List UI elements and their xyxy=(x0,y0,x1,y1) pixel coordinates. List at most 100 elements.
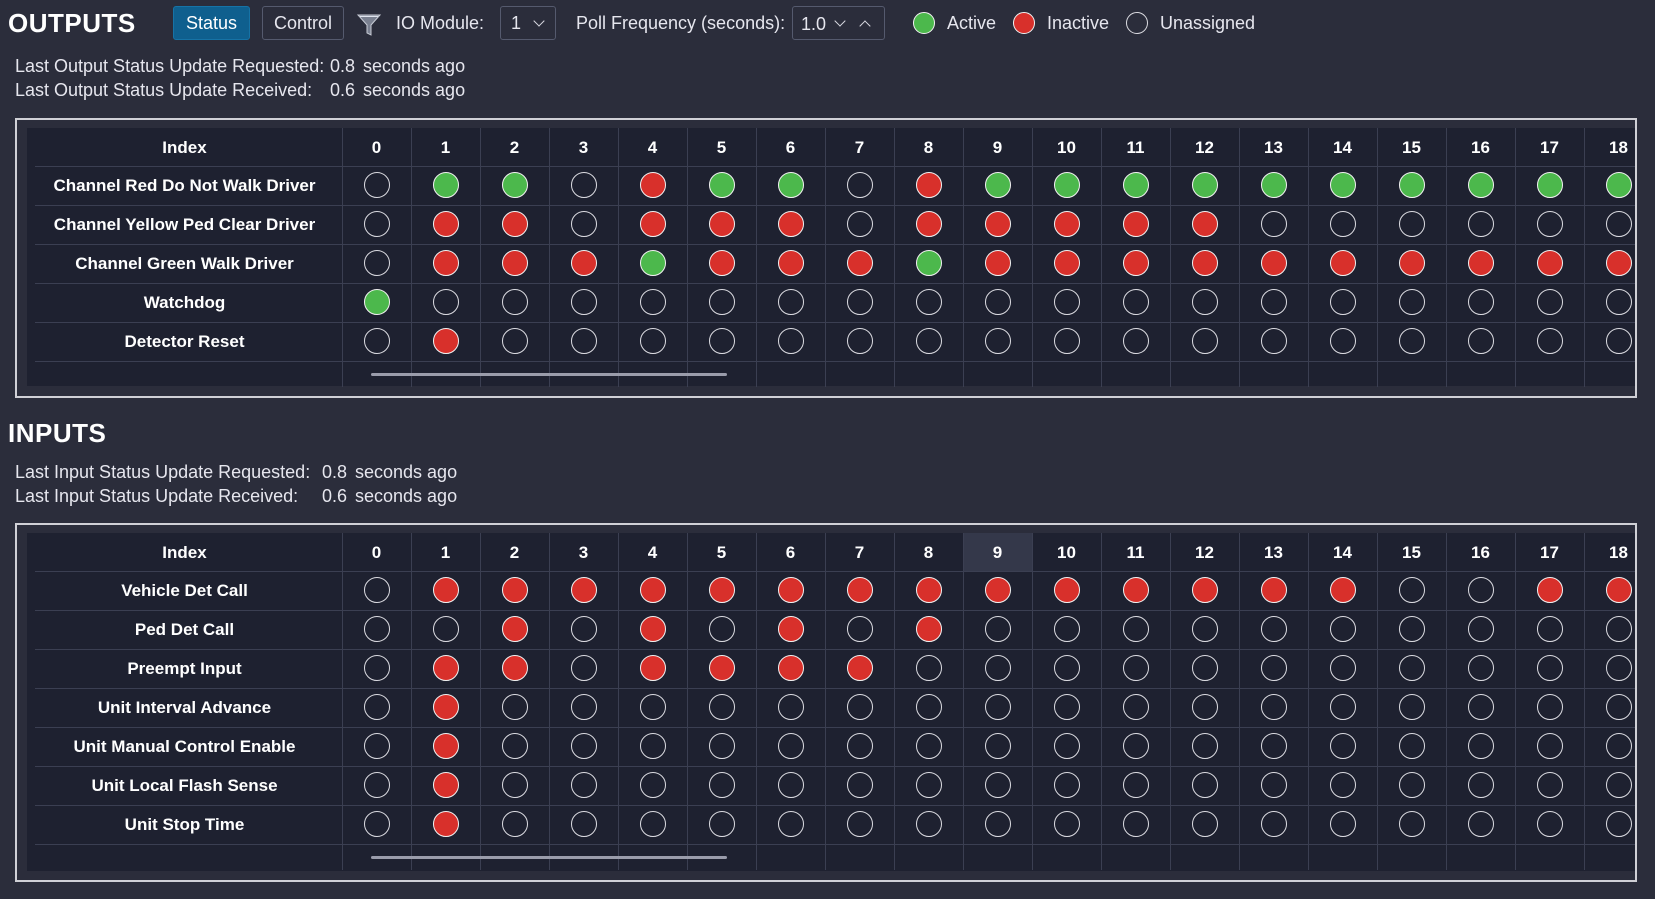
unassigned-indicator[interactable] xyxy=(846,211,873,237)
unassigned-indicator[interactable] xyxy=(1122,772,1149,798)
poll-frequency-spinner[interactable]: 1.0 xyxy=(792,6,885,40)
inactive-indicator[interactable] xyxy=(432,733,459,759)
inactive-indicator[interactable] xyxy=(1191,577,1218,603)
unassigned-indicator[interactable] xyxy=(846,616,873,642)
inactive-indicator[interactable] xyxy=(1398,250,1425,276)
io-module-select[interactable]: 1 xyxy=(500,6,556,40)
unassigned-indicator[interactable] xyxy=(777,772,804,798)
unassigned-indicator[interactable] xyxy=(363,655,390,681)
unassigned-indicator[interactable] xyxy=(846,328,873,354)
inactive-indicator[interactable] xyxy=(432,811,459,837)
unassigned-indicator[interactable] xyxy=(984,772,1011,798)
unassigned-indicator[interactable] xyxy=(708,694,735,720)
unassigned-indicator[interactable] xyxy=(1398,577,1425,603)
inactive-indicator[interactable] xyxy=(777,211,804,237)
unassigned-indicator[interactable] xyxy=(1260,811,1287,837)
unassigned-indicator[interactable] xyxy=(1191,289,1218,315)
horizontal-scrollbar-thumb[interactable] xyxy=(371,856,727,859)
inactive-indicator[interactable] xyxy=(1536,577,1563,603)
unassigned-indicator[interactable] xyxy=(846,694,873,720)
unassigned-indicator[interactable] xyxy=(1260,328,1287,354)
unassigned-indicator[interactable] xyxy=(501,811,528,837)
inactive-indicator[interactable] xyxy=(915,172,942,198)
unassigned-indicator[interactable] xyxy=(1467,289,1494,315)
unassigned-indicator[interactable] xyxy=(1536,655,1563,681)
inactive-indicator[interactable] xyxy=(432,328,459,354)
unassigned-indicator[interactable] xyxy=(1398,733,1425,759)
unassigned-indicator[interactable] xyxy=(639,694,666,720)
unassigned-indicator[interactable] xyxy=(1467,694,1494,720)
unassigned-indicator[interactable] xyxy=(984,655,1011,681)
unassigned-indicator[interactable] xyxy=(1536,211,1563,237)
unassigned-indicator[interactable] xyxy=(1536,811,1563,837)
unassigned-indicator[interactable] xyxy=(1329,733,1356,759)
inactive-indicator[interactable] xyxy=(984,250,1011,276)
unassigned-indicator[interactable] xyxy=(1398,811,1425,837)
unassigned-indicator[interactable] xyxy=(915,328,942,354)
unassigned-indicator[interactable] xyxy=(1329,211,1356,237)
unassigned-indicator[interactable] xyxy=(777,811,804,837)
unassigned-indicator[interactable] xyxy=(984,694,1011,720)
unassigned-indicator[interactable] xyxy=(1605,694,1632,720)
inactive-indicator[interactable] xyxy=(432,772,459,798)
unassigned-indicator[interactable] xyxy=(501,694,528,720)
unassigned-indicator[interactable] xyxy=(984,616,1011,642)
inactive-indicator[interactable] xyxy=(501,655,528,681)
active-indicator[interactable] xyxy=(1122,172,1149,198)
unassigned-indicator[interactable] xyxy=(1605,772,1632,798)
inactive-indicator[interactable] xyxy=(984,577,1011,603)
inactive-indicator[interactable] xyxy=(1122,577,1149,603)
inactive-indicator[interactable] xyxy=(501,577,528,603)
control-button[interactable]: Control xyxy=(262,6,344,40)
unassigned-indicator[interactable] xyxy=(1053,616,1080,642)
active-indicator[interactable] xyxy=(1536,172,1563,198)
inactive-indicator[interactable] xyxy=(432,211,459,237)
unassigned-indicator[interactable] xyxy=(639,289,666,315)
inactive-indicator[interactable] xyxy=(1329,577,1356,603)
unassigned-indicator[interactable] xyxy=(846,733,873,759)
unassigned-indicator[interactable] xyxy=(708,616,735,642)
unassigned-indicator[interactable] xyxy=(363,694,390,720)
unassigned-indicator[interactable] xyxy=(1536,616,1563,642)
unassigned-indicator[interactable] xyxy=(1191,694,1218,720)
unassigned-indicator[interactable] xyxy=(1398,328,1425,354)
unassigned-indicator[interactable] xyxy=(1053,655,1080,681)
unassigned-indicator[interactable] xyxy=(1329,616,1356,642)
unassigned-indicator[interactable] xyxy=(1605,616,1632,642)
unassigned-indicator[interactable] xyxy=(1536,694,1563,720)
inactive-indicator[interactable] xyxy=(915,211,942,237)
inactive-indicator[interactable] xyxy=(1260,577,1287,603)
unassigned-indicator[interactable] xyxy=(1467,577,1494,603)
inactive-indicator[interactable] xyxy=(1122,250,1149,276)
unassigned-indicator[interactable] xyxy=(1467,616,1494,642)
inactive-indicator[interactable] xyxy=(570,577,597,603)
inactive-indicator[interactable] xyxy=(777,616,804,642)
unassigned-indicator[interactable] xyxy=(708,289,735,315)
unassigned-indicator[interactable] xyxy=(1329,289,1356,315)
inactive-indicator[interactable] xyxy=(1053,577,1080,603)
active-indicator[interactable] xyxy=(777,172,804,198)
unassigned-indicator[interactable] xyxy=(915,811,942,837)
unassigned-indicator[interactable] xyxy=(1053,694,1080,720)
unassigned-indicator[interactable] xyxy=(1191,811,1218,837)
unassigned-indicator[interactable] xyxy=(1260,733,1287,759)
unassigned-indicator[interactable] xyxy=(1191,655,1218,681)
unassigned-indicator[interactable] xyxy=(570,289,597,315)
inactive-indicator[interactable] xyxy=(639,172,666,198)
unassigned-indicator[interactable] xyxy=(1191,733,1218,759)
unassigned-indicator[interactable] xyxy=(432,289,459,315)
active-indicator[interactable] xyxy=(639,250,666,276)
unassigned-indicator[interactable] xyxy=(1260,772,1287,798)
inactive-indicator[interactable] xyxy=(501,250,528,276)
inactive-indicator[interactable] xyxy=(639,616,666,642)
inactive-indicator[interactable] xyxy=(846,250,873,276)
inactive-indicator[interactable] xyxy=(777,577,804,603)
unassigned-indicator[interactable] xyxy=(1122,655,1149,681)
unassigned-indicator[interactable] xyxy=(1536,328,1563,354)
inactive-indicator[interactable] xyxy=(639,655,666,681)
inactive-indicator[interactable] xyxy=(1536,250,1563,276)
unassigned-indicator[interactable] xyxy=(363,172,390,198)
inactive-indicator[interactable] xyxy=(1122,211,1149,237)
inactive-indicator[interactable] xyxy=(432,694,459,720)
inactive-indicator[interactable] xyxy=(432,250,459,276)
